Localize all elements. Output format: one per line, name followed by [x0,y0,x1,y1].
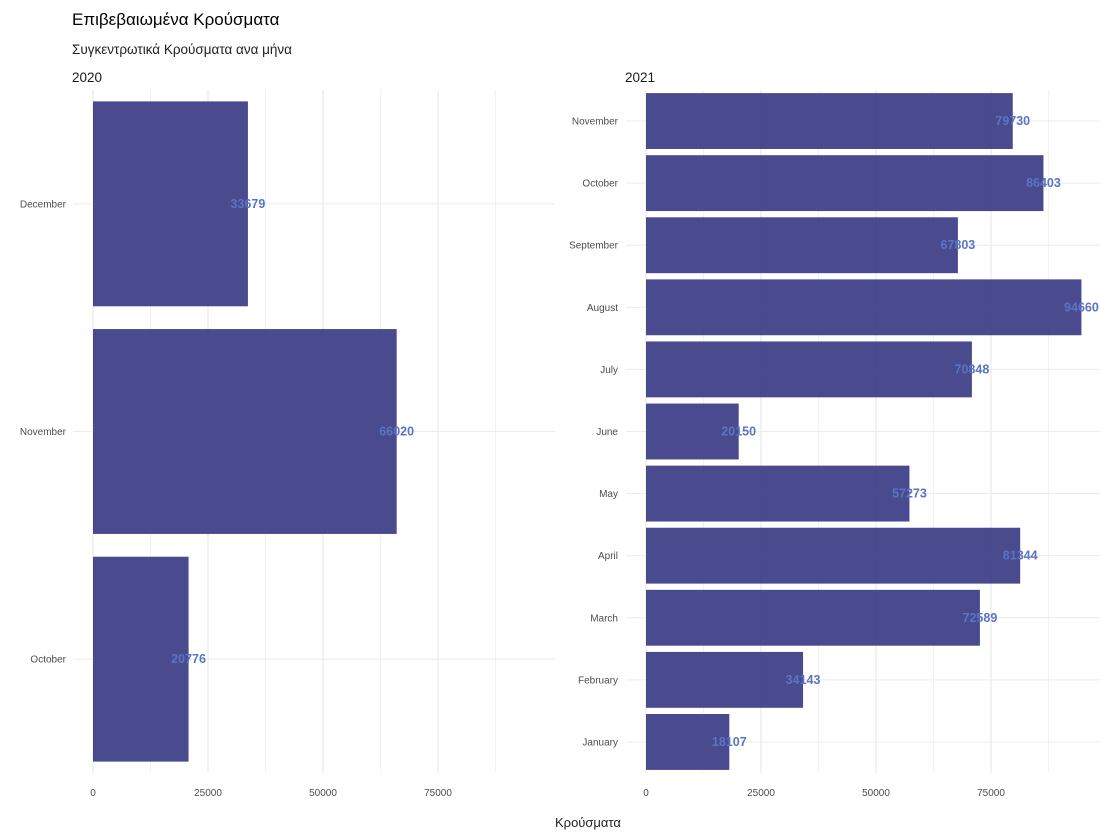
facet-panel-2021: 2021 January 18107 February 34143 March 72589 A… [569,70,1100,799]
value-label: 18107 [712,735,747,749]
category-label: November [20,427,67,438]
category-label: December [20,199,67,210]
chart-title: Επιβεβαιωμένα Κρούσματα [72,10,280,29]
facet-panel-2020: 2020 October 20776 November 66020 December 336… [20,70,555,799]
value-label: 81344 [1003,549,1038,563]
value-label: 79730 [995,114,1030,128]
value-label: 67803 [941,238,976,252]
bar-2021-february [646,651,804,708]
bar-2021-march [646,589,980,646]
bar-2021-november [646,93,1013,149]
x-tick-label: 75000 [424,788,452,799]
value-label: 86403 [1026,176,1061,190]
bar-2021-august [646,279,1082,336]
x-tick-label: 25000 [194,788,222,799]
bar-2021-january [646,714,730,770]
value-label: 70848 [955,362,990,376]
facet-title-2021: 2021 [625,70,655,85]
bar-2021-april [646,527,1021,584]
category-label: April [598,551,618,562]
value-label: 33679 [231,197,266,211]
bar-2021-october [646,155,1044,212]
value-label: 94660 [1064,300,1099,314]
chart-subtitle: Συγκεντρωτικά Κρούσματα ανα μήνα [72,42,292,57]
value-label: 34143 [786,673,821,687]
x-tick-label: 0 [643,788,649,799]
bar-2020-november [93,329,397,534]
category-label: July [600,365,618,376]
value-label: 57273 [892,487,927,501]
facet-title-2020: 2020 [72,70,102,85]
facet-panels: 2020 October 20776 November 66020 December 336… [20,70,1100,799]
bar-2021-may [646,465,910,522]
category-label: June [596,427,618,438]
value-label: 20776 [171,652,206,666]
category-label: October [30,655,66,666]
value-label: 72589 [963,611,998,625]
category-label: October [582,179,618,190]
x-tick-label: 0 [90,788,96,799]
value-label: 66020 [379,425,414,439]
category-label: March [590,613,618,624]
category-label: January [582,737,618,748]
bar-2021-september [646,217,958,274]
category-label: May [599,489,618,500]
bar-2021-june [646,403,739,460]
bar-2020-december [93,101,248,307]
x-tick-label: 25000 [747,788,775,799]
category-label: February [578,675,618,686]
category-label: August [587,303,618,314]
x-tick-label: 75000 [977,788,1005,799]
x-tick-label: 50000 [862,788,890,799]
category-label: September [569,241,619,252]
bar-2020-october [93,556,189,762]
x-axis-label: Κρούσματα [555,815,621,830]
x-tick-label: 50000 [309,788,337,799]
category-label: November [572,117,619,128]
value-label: 20150 [721,425,756,439]
bar-2021-july [646,341,972,398]
